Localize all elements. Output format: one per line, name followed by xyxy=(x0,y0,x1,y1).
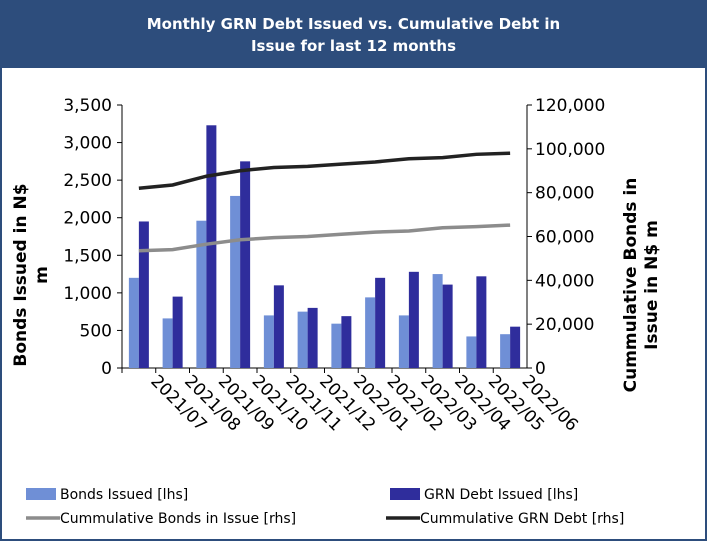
bar xyxy=(408,271,419,368)
legend-label: GRN Debt Issued [lhs] xyxy=(424,487,578,503)
y-tick-label: 3,500 xyxy=(63,96,112,116)
bar xyxy=(172,296,183,368)
bar xyxy=(206,125,217,368)
y2-tick-label: 20,000 xyxy=(535,315,594,335)
y2-tick-label: 100,000 xyxy=(535,140,605,160)
y2-tick-label: 120,000 xyxy=(535,96,605,116)
bar xyxy=(230,195,241,368)
y2-tick-label: 80,000 xyxy=(535,184,594,204)
bar xyxy=(331,323,342,368)
bar xyxy=(273,285,284,368)
y-tick-label: 0 xyxy=(101,359,112,379)
bar xyxy=(510,326,521,368)
y2-tick-label: 0 xyxy=(535,359,546,379)
y2-tick-label: 40,000 xyxy=(535,271,594,291)
bar xyxy=(263,315,274,368)
bar xyxy=(365,297,376,368)
bar xyxy=(341,316,352,368)
bar xyxy=(466,336,477,368)
legend-label: Cummulative GRN Debt [rhs] xyxy=(420,511,624,527)
y-tick-label: 2,500 xyxy=(63,171,112,191)
y-axis-title: Bonds Issued in N$ m xyxy=(11,183,52,367)
bar xyxy=(432,274,443,368)
line xyxy=(138,223,511,253)
legend-label: Cummulative Bonds in Issue [rhs] xyxy=(60,511,296,527)
bar xyxy=(476,276,487,368)
bar xyxy=(196,220,207,368)
bar xyxy=(307,307,318,368)
y-tick-label: 500 xyxy=(80,321,112,341)
y-tick-label: 2,000 xyxy=(63,209,112,229)
line xyxy=(138,151,511,191)
bar xyxy=(240,161,251,368)
bar xyxy=(138,221,149,368)
bar xyxy=(375,277,386,368)
y-tick-label: 3,000 xyxy=(63,134,112,154)
bar xyxy=(442,284,453,368)
title-banner: Monthly GRN Debt Issued vs. Cumulative D… xyxy=(2,2,705,68)
y2-axis-title: Cummulative Bonds in Issue in N$ m xyxy=(621,177,662,393)
y-tick-label: 1,000 xyxy=(63,284,112,304)
bar xyxy=(162,318,173,368)
chart-title: Monthly GRN Debt Issued vs. Cumulative D… xyxy=(146,15,561,55)
legend-key xyxy=(26,488,56,500)
bar xyxy=(128,277,139,368)
legend-label: Bonds Issued [lhs] xyxy=(60,487,188,503)
bar xyxy=(398,315,409,368)
bar xyxy=(500,334,511,368)
legend-key xyxy=(390,488,420,500)
y2-tick-label: 60,000 xyxy=(535,228,594,248)
y-tick-label: 1,500 xyxy=(63,246,112,266)
bar xyxy=(297,311,308,368)
